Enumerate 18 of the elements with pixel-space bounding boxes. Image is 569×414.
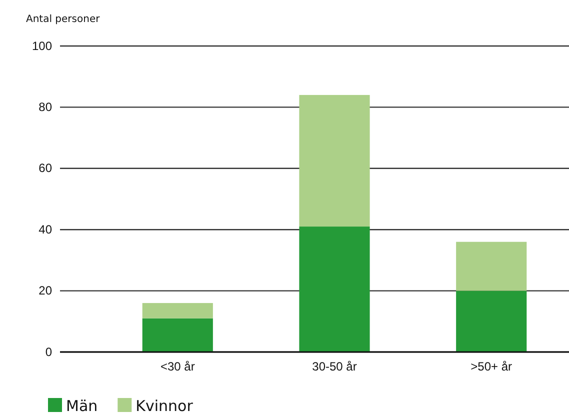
bar: [299, 226, 370, 352]
y-tick-label: 40: [38, 222, 52, 236]
legend-label: Kvinnor: [136, 397, 194, 414]
legend-label: Män: [66, 397, 98, 414]
y-axis-title: Antal personer: [26, 14, 101, 25]
bar: [456, 290, 527, 352]
y-tick-label: 60: [38, 161, 52, 176]
bar: [142, 303, 213, 318]
y-tick-label: 100: [32, 38, 52, 53]
x-tick-label: 30-50 år: [312, 360, 357, 374]
x-tick-label: >50+ år: [470, 360, 512, 374]
bar: [299, 94, 370, 227]
bar: [456, 242, 527, 291]
y-tick-label: 20: [38, 284, 52, 298]
bar: [142, 318, 213, 352]
x-tick-label: <30 år: [160, 360, 195, 374]
y-tick-label: 0: [45, 344, 52, 359]
y-tick-label: 80: [38, 100, 52, 114]
